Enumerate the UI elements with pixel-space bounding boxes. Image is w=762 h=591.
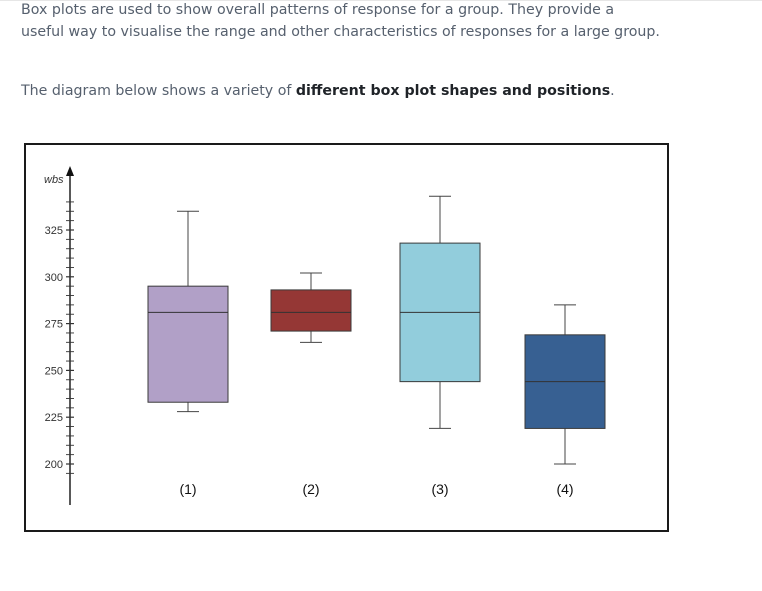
box-1 (147, 285, 229, 403)
y-tick-label: 225 (45, 412, 63, 424)
y-axis-label: wbs (44, 174, 64, 186)
box-label: (4) (556, 481, 573, 497)
box-label: (1) (179, 481, 196, 497)
intro-period: . (610, 83, 615, 99)
y-tick-label: 325 (45, 225, 63, 237)
diagram-intro-paragraph: The diagram below shows a variety of dif… (21, 80, 721, 102)
box-2 (270, 289, 352, 332)
y-tick-label: 250 (45, 365, 63, 377)
y-axis-arrow (66, 166, 74, 176)
y-tick-label: 300 (45, 272, 63, 284)
top-divider (0, 0, 762, 1)
y-tick-label: 275 (45, 319, 63, 331)
y-tick-label: 200 (45, 459, 63, 471)
intro-bold-text: different box plot shapes and positions (295, 83, 611, 99)
intro-text: The diagram below shows a variety of (21, 83, 296, 99)
box-label: (2) (302, 481, 319, 497)
intro-paragraph: Box plots are used to show overall patte… (21, 2, 660, 40)
box-label: (3) (431, 481, 448, 497)
chart-frame (24, 143, 669, 532)
